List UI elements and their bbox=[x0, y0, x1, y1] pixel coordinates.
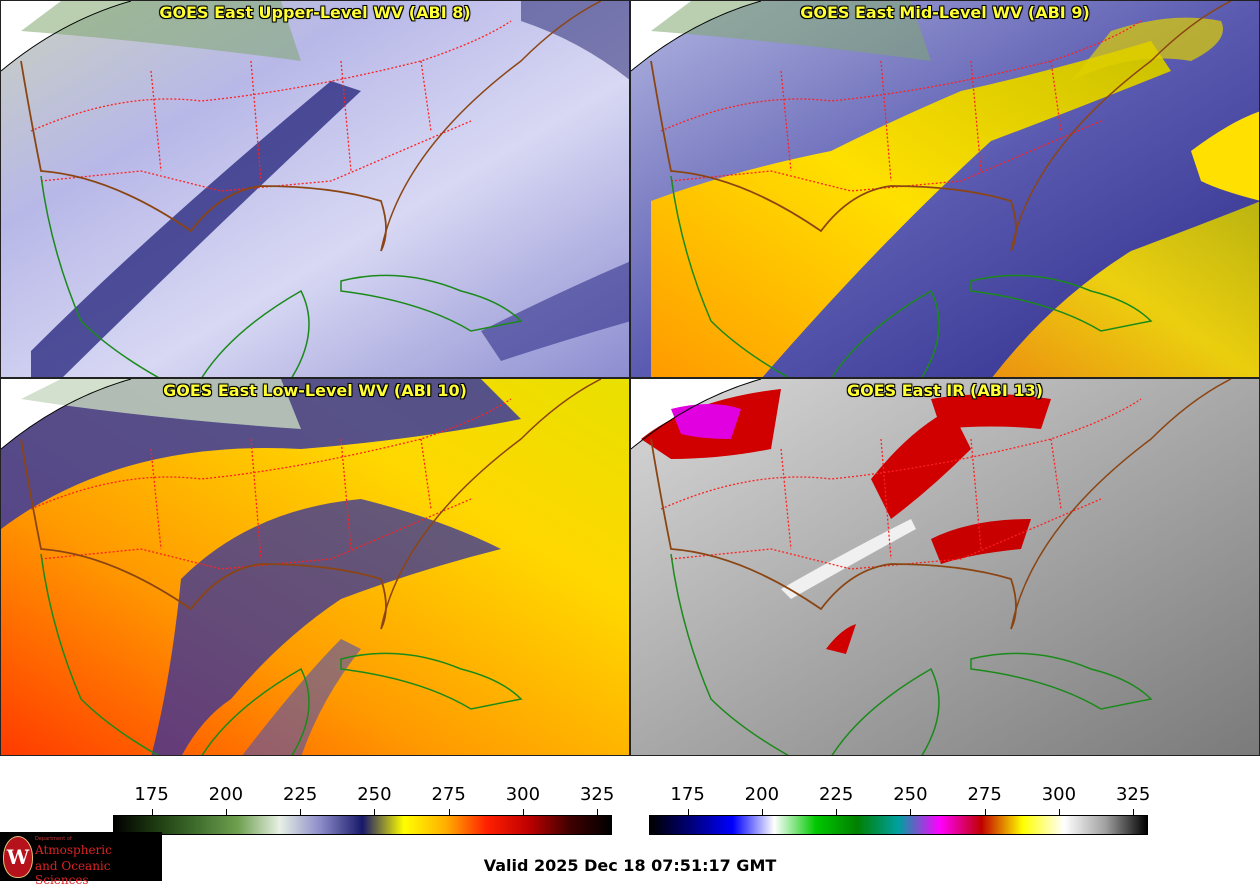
colorbar-tick-label: 325 bbox=[579, 784, 615, 805]
colorbar-tick-label: 175 bbox=[134, 784, 169, 805]
colorbar-tick-label: 300 bbox=[1041, 784, 1077, 805]
colorbar-tick-mark bbox=[374, 809, 376, 815]
map-overlay bbox=[1, 1, 602, 377]
ir-colorbar bbox=[649, 815, 1148, 835]
upper-level-wv-panel: GOES East Upper-Level WV (ABI 8) bbox=[0, 0, 630, 378]
wv-colorbar bbox=[113, 815, 612, 835]
panel-title: GOES East Upper-Level WV (ABI 8) bbox=[159, 3, 471, 22]
university-seal-icon: W bbox=[3, 836, 33, 878]
aos-logo: W Department of Atmospheric and Oceanic … bbox=[0, 832, 162, 887]
map-overlay bbox=[631, 1, 1232, 377]
colorbar-tick-mark bbox=[761, 809, 763, 815]
colorbar-tick-mark bbox=[1058, 809, 1060, 815]
colorbar-tick-mark bbox=[597, 809, 599, 815]
colorbar-tick-mark bbox=[687, 809, 689, 815]
colorbar-tick-mark bbox=[836, 809, 838, 815]
map-overlay bbox=[1, 379, 602, 755]
low-level-wv-panel: GOES East Low-Level WV (ABI 10) bbox=[0, 378, 630, 756]
valid-time: Valid 2025 Dec 18 07:51:17 GMT bbox=[483, 856, 777, 875]
colorbar-tick-label: 225 bbox=[818, 784, 854, 805]
map-overlay bbox=[631, 379, 1232, 755]
colorbar-tick-mark bbox=[522, 809, 524, 815]
logo-line1: Atmospheric bbox=[35, 843, 112, 857]
colorbar-tick-mark bbox=[448, 809, 450, 815]
logo-department: Department of bbox=[35, 836, 72, 842]
ir-image bbox=[631, 379, 1259, 755]
colorbar-tick-label: 275 bbox=[967, 784, 1002, 805]
colorbar-tick-mark bbox=[984, 809, 986, 815]
mid-level-wv-image bbox=[631, 1, 1259, 377]
colorbar-tick-label: 175 bbox=[670, 784, 705, 805]
colorbar-tick-label: 200 bbox=[744, 784, 780, 805]
panel-title: GOES East IR (ABI 13) bbox=[846, 381, 1044, 400]
colorbar-tick-label: 250 bbox=[357, 784, 392, 805]
colorbar-tick-label: 300 bbox=[505, 784, 541, 805]
colorbar-tick-label: 225 bbox=[282, 784, 318, 805]
colorbar-tick-mark bbox=[1133, 809, 1135, 815]
colorbar-tick-label: 275 bbox=[431, 784, 466, 805]
panel-title: GOES East Mid-Level WV (ABI 9) bbox=[800, 3, 1090, 22]
upper-level-wv-image bbox=[1, 1, 629, 377]
colorbar-tick-mark bbox=[225, 809, 227, 815]
colorbar-tick-mark bbox=[300, 809, 302, 815]
colorbar-tick-label: 325 bbox=[1115, 784, 1151, 805]
panel-title: GOES East Low-Level WV (ABI 10) bbox=[163, 381, 467, 400]
colorbar-tick-label: 250 bbox=[893, 784, 928, 805]
colorbar-tick-mark bbox=[910, 809, 912, 815]
colorbar-tick-mark bbox=[151, 809, 153, 815]
colorbar-tick-label: 200 bbox=[208, 784, 244, 805]
mid-level-wv-panel: GOES East Mid-Level WV (ABI 9) bbox=[630, 0, 1260, 378]
ir-panel: GOES East IR (ABI 13) bbox=[630, 378, 1260, 756]
